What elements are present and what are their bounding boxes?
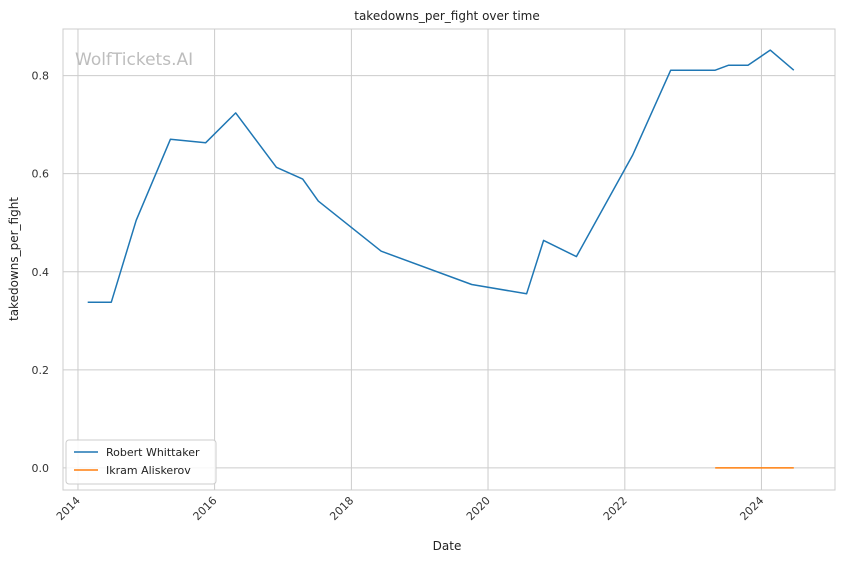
y-tick-labels: 0.0 0.2 0.4 0.6 0.8	[32, 70, 50, 475]
y-tick-label: 0.8	[32, 70, 50, 83]
y-tick-label: 0.0	[32, 462, 50, 475]
legend-box	[65, 439, 217, 485]
y-tick-label: 0.2	[32, 364, 50, 377]
chart-title: takedowns_per_fight over time	[354, 9, 540, 23]
legend: Robert Whittaker Ikram Aliskerov	[65, 439, 217, 485]
plot-area	[62, 28, 836, 491]
y-tick-label: 0.6	[32, 168, 50, 181]
x-tick-label: 2020	[464, 494, 493, 523]
x-tick-label: 2016	[191, 494, 220, 523]
legend-label-ikram-aliskerov: Ikram Aliskerov	[106, 464, 191, 477]
series-line-robert-whittaker	[87, 49, 795, 303]
series-layer	[87, 49, 795, 469]
watermark: WolfTickets.AI	[75, 50, 193, 70]
grid-x	[77, 29, 762, 490]
y-axis-label: takedowns_per_fight	[7, 197, 21, 321]
x-tick-label: 2014	[54, 494, 83, 523]
x-tick-label: 2024	[737, 494, 766, 523]
legend-label-robert-whittaker: Robert Whittaker	[106, 446, 200, 459]
x-tick-label: 2022	[601, 494, 630, 523]
y-tick-label: 0.4	[32, 266, 50, 279]
x-tick-label: 2018	[327, 494, 356, 523]
x-tick-labels: 2014 2016 2018 2020 2022 2024	[54, 494, 766, 523]
x-axis-label: Date	[433, 539, 462, 553]
